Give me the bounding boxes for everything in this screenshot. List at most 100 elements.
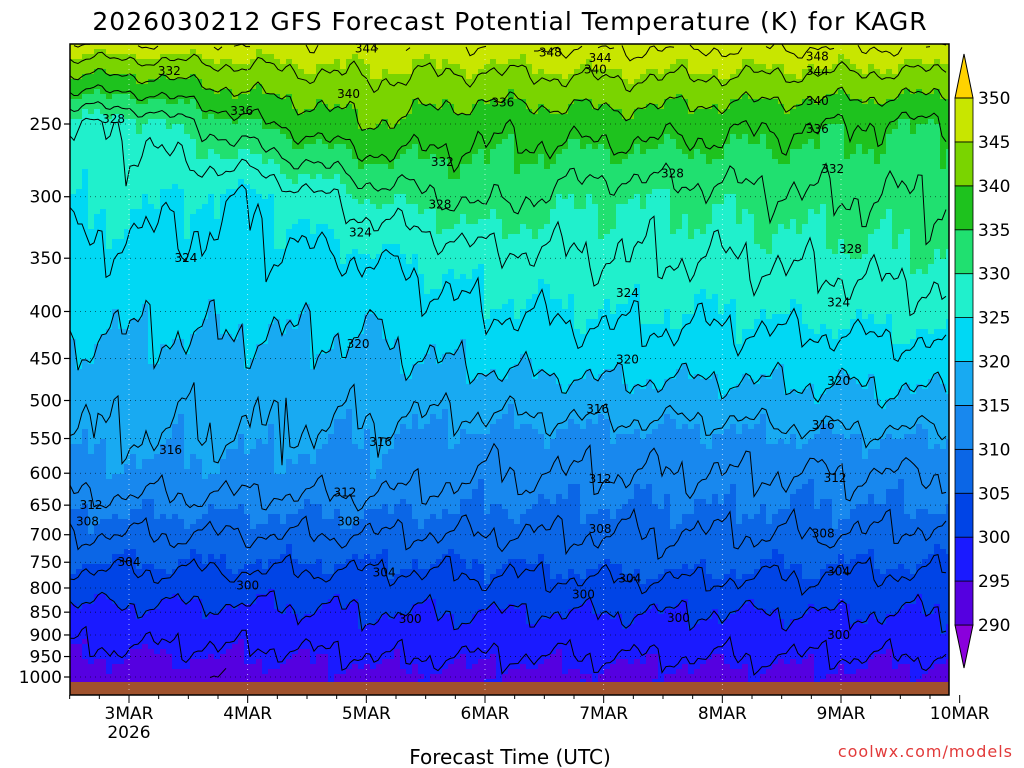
field-cell	[172, 294, 179, 300]
field-cell	[130, 629, 137, 635]
field-cell	[82, 384, 89, 390]
field-cell	[82, 464, 89, 470]
field-cell	[130, 599, 137, 605]
field-cell	[82, 304, 89, 310]
field-cell	[154, 159, 161, 165]
field-cell	[154, 319, 161, 325]
field-cell	[76, 469, 83, 475]
field-cell	[136, 389, 143, 395]
field-cell	[196, 59, 203, 65]
field-cell	[172, 509, 179, 515]
field-cell	[190, 164, 197, 170]
field-cell	[274, 569, 281, 575]
field-cell	[220, 374, 227, 380]
field-cell	[202, 329, 209, 335]
field-cell	[232, 154, 239, 160]
field-cell	[202, 89, 209, 95]
field-cell	[250, 169, 257, 175]
field-cell	[256, 134, 263, 140]
field-cell	[160, 214, 167, 220]
field-cell	[172, 324, 179, 330]
field-cell	[100, 474, 107, 480]
field-cell	[238, 274, 245, 280]
field-cell	[268, 89, 275, 95]
field-cell	[256, 124, 263, 130]
field-cell	[196, 384, 203, 390]
field-cell	[274, 229, 281, 235]
field-cell	[112, 79, 119, 85]
field-cell	[160, 334, 167, 340]
field-cell	[274, 159, 281, 165]
field-cell	[70, 454, 77, 460]
field-cell	[256, 214, 263, 220]
field-cell	[130, 459, 137, 465]
field-cell	[202, 494, 209, 500]
field-cell	[196, 44, 203, 50]
field-cell	[124, 324, 131, 330]
field-cell	[82, 164, 89, 170]
field-cell	[118, 414, 125, 420]
field-cell	[184, 584, 191, 590]
field-cell	[262, 184, 269, 190]
field-cell	[196, 369, 203, 375]
field-cell	[292, 89, 299, 95]
field-cell	[154, 509, 161, 515]
field-cell	[244, 149, 251, 155]
field-cell	[94, 144, 101, 150]
field-cell	[268, 379, 275, 385]
field-cell	[70, 184, 77, 190]
field-cell	[214, 619, 221, 625]
field-cell	[184, 499, 191, 505]
field-cell	[214, 519, 221, 525]
field-cell	[136, 354, 143, 360]
field-cell	[286, 99, 293, 105]
field-cell	[88, 429, 95, 435]
field-cell	[154, 579, 161, 585]
field-cell	[232, 484, 239, 490]
field-cell	[244, 234, 251, 240]
field-cell	[274, 174, 281, 180]
field-cell	[166, 104, 173, 110]
field-cell	[142, 459, 149, 465]
field-cell	[184, 369, 191, 375]
field-cell	[202, 44, 209, 50]
field-cell	[280, 614, 287, 620]
field-cell	[280, 239, 287, 245]
field-cell	[106, 584, 113, 590]
field-cell	[166, 579, 173, 585]
field-cell	[94, 464, 101, 470]
field-cell	[238, 294, 245, 300]
field-cell	[148, 624, 155, 630]
field-cell	[286, 594, 293, 600]
field-cell	[76, 319, 83, 325]
field-cell	[136, 194, 143, 200]
field-cell	[76, 524, 83, 530]
field-cell	[124, 509, 131, 515]
field-cell	[142, 184, 149, 190]
field-cell	[130, 119, 137, 125]
field-cell	[76, 414, 83, 420]
field-cell	[208, 524, 215, 530]
field-cell	[214, 664, 221, 670]
field-cell	[280, 314, 287, 320]
field-cell	[184, 339, 191, 345]
field-cell	[154, 314, 161, 320]
field-cell	[124, 84, 131, 90]
field-cell	[220, 319, 227, 325]
field-cell	[88, 149, 95, 155]
field-cell	[232, 494, 239, 500]
field-cell	[76, 279, 83, 285]
field-cell	[130, 309, 137, 315]
field-cell	[232, 144, 239, 150]
field-cell	[160, 179, 167, 185]
field-cell	[274, 539, 281, 545]
field-cell	[166, 469, 173, 475]
field-cell	[82, 119, 89, 125]
field-cell	[190, 679, 197, 685]
field-cell	[82, 504, 89, 510]
field-cell	[262, 239, 269, 245]
field-cell	[238, 619, 245, 625]
field-cell	[208, 294, 215, 300]
field-cell	[82, 594, 89, 600]
field-cell	[214, 204, 221, 210]
